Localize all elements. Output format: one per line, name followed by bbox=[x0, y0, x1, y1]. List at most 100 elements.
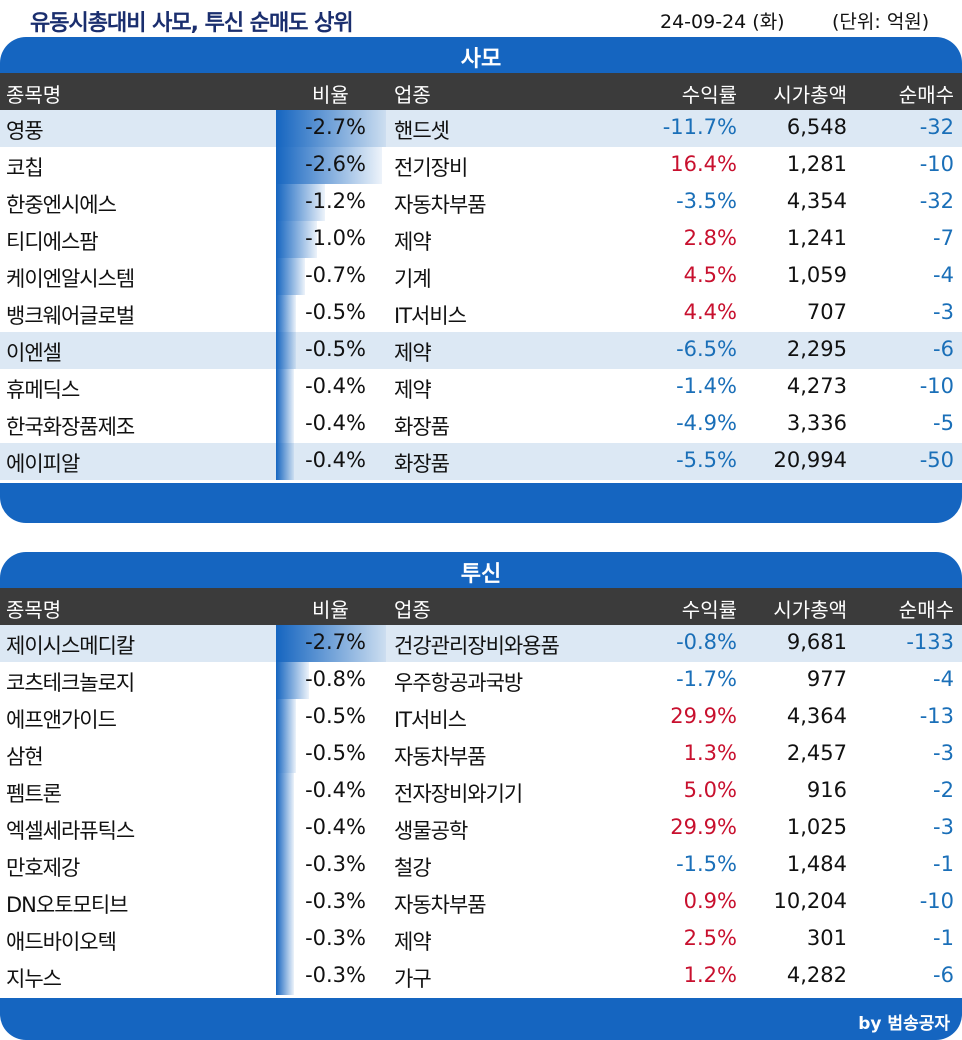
net-sell-value: -3 bbox=[933, 815, 954, 839]
net-sell-value: -1 bbox=[933, 926, 954, 950]
sector-name: 자동차부품 bbox=[394, 893, 487, 917]
net-sell-value: -3 bbox=[933, 300, 954, 324]
sector-name: 우주항공과국방 bbox=[394, 671, 523, 695]
table-row[interactable]: 영풍 -2.7% 핸드셋 -11.7% 6,548 -32 bbox=[0, 110, 962, 147]
table-row[interactable]: 애드바이오텍 -0.3% 제약 2.5% 301 -1 bbox=[0, 921, 962, 958]
sector-name: 철강 bbox=[394, 856, 432, 880]
net-sell-value: -4 bbox=[933, 263, 954, 287]
net-sell-value: -13 bbox=[919, 704, 954, 728]
net-sell-value: -133 bbox=[906, 630, 954, 654]
return-value: -11.7% bbox=[662, 115, 737, 139]
ratio-value: -0.5% bbox=[305, 704, 366, 728]
ratio-value: -0.4% bbox=[305, 448, 366, 472]
stock-name: 펨트론 bbox=[6, 782, 62, 806]
market-cap-value: 1,484 bbox=[786, 852, 847, 876]
ratio-value: -2.7% bbox=[305, 115, 366, 139]
column-header-row: 종목명 비율 업종 수익률 시가총액 순매수 bbox=[0, 588, 962, 625]
ratio-bar bbox=[276, 958, 294, 995]
table-row[interactable]: DN오토모티브 -0.3% 자동차부품 0.9% 10,204 -10 bbox=[0, 884, 962, 921]
stock-name: 케이엔알시스템 bbox=[6, 267, 135, 291]
sector-name: 화장품 bbox=[394, 452, 450, 476]
market-cap-value: 1,059 bbox=[786, 263, 847, 287]
ratio-value: -1.2% bbox=[305, 189, 366, 213]
section-header-0: 사모 bbox=[0, 37, 962, 73]
column-sector-header: 업종 bbox=[394, 598, 431, 622]
stock-name: 이엔셀 bbox=[6, 341, 62, 365]
ratio-bar bbox=[276, 662, 309, 699]
market-cap-value: 20,994 bbox=[773, 448, 847, 472]
table-row[interactable]: 휴메딕스 -0.4% 제약 -1.4% 4,273 -10 bbox=[0, 369, 962, 406]
ratio-value: -0.4% bbox=[305, 411, 366, 435]
ratio-value: -0.4% bbox=[305, 815, 366, 839]
column-marketcap-header: 시가총액 bbox=[773, 83, 847, 107]
sector-name: 핸드셋 bbox=[394, 119, 450, 143]
sector-name: 제약 bbox=[394, 230, 432, 254]
return-value: 4.4% bbox=[683, 300, 737, 324]
sector-name: 제약 bbox=[394, 930, 432, 954]
table-row[interactable]: 제이시스메디칼 -2.7% 건강관리장비와용품 -0.8% 9,681 -133 bbox=[0, 625, 962, 662]
ratio-value: -0.3% bbox=[305, 963, 366, 987]
table-row[interactable]: 티디에스팜 -1.0% 제약 2.8% 1,241 -7 bbox=[0, 221, 962, 258]
ratio-value: -0.7% bbox=[305, 263, 366, 287]
return-value: 1.3% bbox=[683, 741, 737, 765]
column-return-header: 수익률 bbox=[681, 598, 737, 622]
ratio-bar bbox=[276, 258, 305, 295]
sector-name: 생물공학 bbox=[394, 819, 468, 843]
net-sell-value: -1 bbox=[933, 852, 954, 876]
net-sell-value: -6 bbox=[933, 337, 954, 361]
ratio-value: -0.5% bbox=[305, 337, 366, 361]
stock-name: 영풍 bbox=[6, 119, 44, 143]
return-value: -1.7% bbox=[676, 667, 737, 691]
return-value: -5.5% bbox=[676, 448, 737, 472]
table-row[interactable]: 코츠테크놀로지 -0.8% 우주항공과국방 -1.7% 977 -4 bbox=[0, 662, 962, 699]
table-row[interactable]: 에프앤가이드 -0.5% IT서비스 29.9% 4,364 -13 bbox=[0, 699, 962, 736]
stock-name: 티디에스팜 bbox=[6, 230, 99, 254]
section-title: 투신 bbox=[460, 562, 502, 587]
return-value: -0.8% bbox=[676, 630, 737, 654]
table-row[interactable]: 지누스 -0.3% 가구 1.2% 4,282 -6 bbox=[0, 958, 962, 995]
return-value: 2.8% bbox=[683, 226, 737, 250]
stock-name: 삼현 bbox=[6, 745, 44, 769]
ratio-bar bbox=[276, 443, 294, 480]
ratio-bar bbox=[276, 406, 294, 443]
ratio-bar bbox=[276, 369, 294, 406]
ratio-bar bbox=[276, 921, 294, 958]
market-cap-value: 1,241 bbox=[786, 226, 847, 250]
net-sell-value: -7 bbox=[933, 226, 954, 250]
table-row[interactable]: 삼현 -0.5% 자동차부품 1.3% 2,457 -3 bbox=[0, 736, 962, 773]
return-value: -1.5% bbox=[676, 852, 737, 876]
return-value: 1.2% bbox=[683, 963, 737, 987]
stock-name: 코츠테크놀로지 bbox=[6, 671, 135, 695]
table-row[interactable]: 케이엔알시스템 -0.7% 기계 4.5% 1,059 -4 bbox=[0, 258, 962, 295]
table-row[interactable]: 한국화장품제조 -0.4% 화장품 -4.9% 3,336 -5 bbox=[0, 406, 962, 443]
market-cap-value: 6,548 bbox=[786, 115, 847, 139]
market-cap-value: 1,281 bbox=[786, 152, 847, 176]
market-cap-value: 977 bbox=[806, 667, 847, 691]
table-row[interactable]: 이엔셀 -0.5% 제약 -6.5% 2,295 -6 bbox=[0, 332, 962, 369]
table-row[interactable]: 에이피알 -0.4% 화장품 -5.5% 20,994 -50 bbox=[0, 443, 962, 480]
table-row[interactable]: 만호제강 -0.3% 철강 -1.5% 1,484 -1 bbox=[0, 847, 962, 884]
sector-name: IT서비스 bbox=[394, 708, 467, 732]
net-sell-value: -10 bbox=[919, 889, 954, 913]
return-value: 4.5% bbox=[683, 263, 737, 287]
stock-name: 코칩 bbox=[6, 156, 44, 180]
ratio-value: -0.4% bbox=[305, 374, 366, 398]
column-header-row: 종목명 비율 업종 수익률 시가총액 순매수 bbox=[0, 73, 962, 110]
table-row[interactable]: 코칩 -2.6% 전기장비 16.4% 1,281 -10 bbox=[0, 147, 962, 184]
column-ratio-header: 비율 bbox=[312, 83, 349, 107]
return-value: 29.9% bbox=[670, 815, 737, 839]
table-row[interactable]: 엑셀세라퓨틱스 -0.4% 생물공학 29.9% 1,025 -3 bbox=[0, 810, 962, 847]
ratio-value: -0.4% bbox=[305, 778, 366, 802]
stock-name: DN오토모티브 bbox=[6, 893, 128, 917]
column-return-header: 수익률 bbox=[681, 83, 737, 107]
column-netsell-header: 순매수 bbox=[898, 83, 954, 107]
net-sell-value: -6 bbox=[933, 963, 954, 987]
table-row[interactable]: 펨트론 -0.4% 전자장비와기기 5.0% 916 -2 bbox=[0, 773, 962, 810]
table-row[interactable]: 한중엔시에스 -1.2% 자동차부품 -3.5% 4,354 -32 bbox=[0, 184, 962, 221]
ratio-value: -0.5% bbox=[305, 300, 366, 324]
ratio-value: -0.5% bbox=[305, 741, 366, 765]
stock-name: 제이시스메디칼 bbox=[6, 634, 135, 658]
ratio-bar bbox=[276, 773, 294, 810]
stock-name: 한중엔시에스 bbox=[6, 193, 117, 217]
table-row[interactable]: 뱅크웨어글로벌 -0.5% IT서비스 4.4% 707 -3 bbox=[0, 295, 962, 332]
